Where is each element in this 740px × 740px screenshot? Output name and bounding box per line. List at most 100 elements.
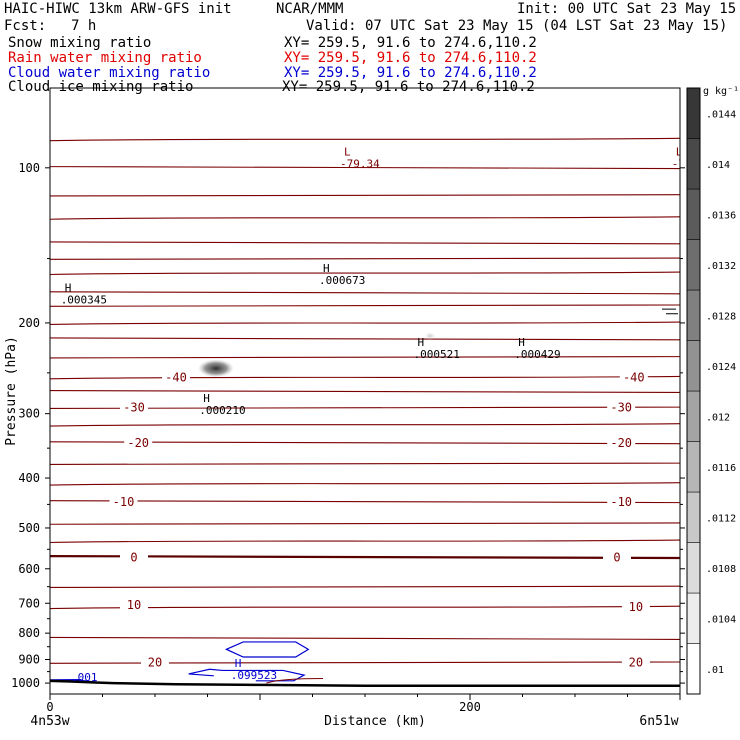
colorbar-tick-label: .0144	[706, 109, 736, 120]
contour-label: -20	[610, 436, 632, 450]
isotherm-line	[50, 321, 680, 325]
colorbar-tick-label: .012	[706, 412, 730, 423]
x-axis-title: Distance (km)	[324, 714, 426, 729]
isotherm-line	[50, 636, 680, 640]
isotherm-line	[50, 462, 680, 465]
isotherm-line	[50, 304, 680, 307]
rain-field-xy: XY= 259.5, 91.6 to 274.6,110.2	[284, 50, 537, 66]
y-tick-label: 300	[18, 407, 40, 421]
extremum-mark: L	[676, 145, 683, 158]
cloud-water-label: .001	[71, 671, 98, 684]
colorbar-segment	[686, 188, 701, 240]
colorbar-segment	[686, 340, 701, 392]
colorbar-segment	[686, 239, 701, 291]
isotherm-line	[50, 375, 680, 380]
contour-label: -30	[123, 401, 145, 415]
y-tick-label: 400	[18, 471, 40, 485]
contour-label: 0	[613, 550, 620, 564]
contour-label-bg	[621, 655, 650, 670]
x-tick-label: 200	[459, 700, 481, 714]
colorbar-segment	[686, 643, 701, 695]
y-tick-label: 700	[18, 596, 40, 610]
isotherm-line	[50, 257, 680, 260]
colorbar-tick-label: .0104	[706, 614, 736, 625]
contour-label-bg	[120, 597, 148, 612]
extremum-value: .000210	[199, 404, 245, 417]
isotherm-line	[50, 337, 680, 341]
isotherm-line	[50, 585, 680, 589]
cloudwater-field-label: Cloud water mixing ratio	[8, 65, 211, 81]
contour-label: -10	[610, 495, 632, 509]
isotherm-line	[50, 539, 680, 544]
snow-field-label: Snow mixing ratio	[8, 35, 152, 51]
isotherm-line	[50, 194, 680, 197]
x-end-label: 6n51w	[639, 714, 678, 729]
cloudice-field-xy: XY= 259.5, 91.6 to 274.6,110.2	[282, 79, 535, 95]
colorbar-segment	[686, 390, 701, 442]
isotherm-line	[50, 500, 680, 504]
colorbar-segment	[686, 592, 701, 644]
contour-label: 10	[629, 600, 643, 614]
snow-shade-blob	[197, 359, 234, 378]
extremum-value: -79.54	[672, 157, 712, 170]
contour-label-bg	[124, 435, 153, 450]
rain-field-label: Rain water mixing ratio	[8, 50, 202, 66]
colorbar-tick-label: .0132	[706, 261, 736, 272]
model-title: HAIC-HIWC 13km ARW-GFS init	[4, 1, 232, 17]
contour-label: 10	[127, 598, 141, 612]
contour-label: -30	[610, 401, 632, 415]
colorbar-segment	[686, 542, 701, 594]
colorbar-segment	[686, 491, 701, 543]
contour-label-bg	[120, 550, 148, 565]
isotherm-line	[50, 271, 680, 276]
isotherm-line	[50, 522, 680, 525]
extremum-value: .000345	[61, 293, 107, 306]
init-time: Init: 00 UTC Sat 23 May 15	[517, 1, 737, 17]
isotherm-line	[50, 441, 680, 445]
contour-label: 0	[130, 550, 137, 564]
y-tick-label: 100	[18, 161, 40, 175]
terrain-line	[50, 679, 680, 688]
contour-label: -40	[165, 370, 187, 384]
contour-label-bg	[607, 494, 636, 509]
isotherm-line	[50, 216, 680, 220]
contour-label: -40	[623, 370, 645, 384]
isotherm-line	[50, 389, 680, 394]
extremum-mark: H	[203, 392, 210, 405]
colorbar-tick-label: .0124	[706, 362, 736, 373]
y-tick-label: 200	[18, 316, 40, 330]
extremum-value: .000521	[414, 348, 460, 361]
forecast-label: Fcst:	[4, 18, 47, 34]
isotherm-line	[50, 291, 680, 295]
org-label: NCAR/MMM	[276, 1, 344, 17]
colorbar-segment	[686, 87, 701, 139]
contour-label-bg	[109, 494, 138, 509]
isotherm-line	[50, 661, 680, 664]
isotherm-line	[50, 356, 680, 359]
x-start-label: 4n53w	[30, 714, 69, 729]
valid-time: Valid: 07 UTC Sat 23 May 15 (04 LST Sat …	[306, 18, 728, 34]
contour-label-bg	[607, 435, 636, 450]
isotherm-line	[50, 423, 680, 427]
x-tick-label: 0	[46, 700, 53, 714]
y-tick-label: 800	[18, 626, 40, 640]
extremum-value: .099523	[231, 669, 277, 682]
colorbar-segment	[686, 138, 701, 190]
contour-label: -20	[127, 436, 149, 450]
contour-label: 20	[629, 655, 643, 669]
isotherm-line	[50, 137, 680, 142]
contour-label-bg	[120, 400, 148, 415]
snow-shade-small	[424, 331, 437, 340]
contour-label: 20	[148, 655, 162, 669]
isotherm-line	[50, 482, 680, 486]
colorbar-tick-label: .0128	[706, 311, 736, 322]
cloudice-field-label: Cloud ice mixing ratio	[8, 79, 194, 95]
extremum-mark: H	[235, 657, 242, 670]
extremum-value: -79.34	[340, 157, 380, 170]
snow-field-xy: XY= 259.5, 91.6 to 274.6,110.2	[284, 35, 537, 51]
contour-label-bg	[141, 655, 169, 670]
isotherm-line	[50, 241, 680, 245]
extremum-mark: L	[344, 145, 351, 158]
contour-label-bg	[603, 550, 631, 565]
isotherm-arc	[266, 678, 324, 684]
